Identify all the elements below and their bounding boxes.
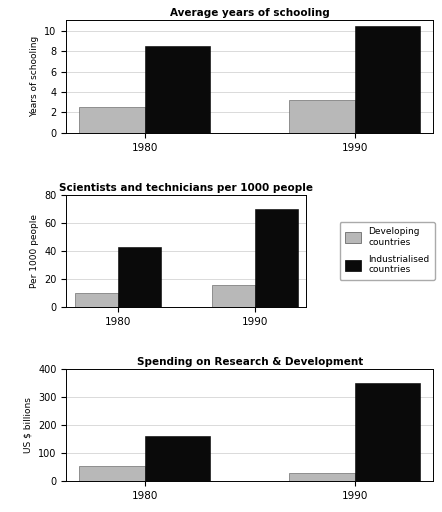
Y-axis label: Per 1000 people: Per 1000 people [30,214,38,288]
Bar [212,285,255,307]
Title: Spending on Research & Development: Spending on Research & Development [137,357,363,367]
Bar [80,466,145,481]
Title: Average years of schooling: Average years of schooling [170,8,330,18]
Y-axis label: US $ billions: US $ billions [23,397,33,453]
Bar [255,209,298,307]
Bar [354,383,420,481]
Y-axis label: Years of schooling: Years of schooling [30,36,39,117]
Bar [289,100,354,133]
Bar [80,108,145,133]
Title: Scientists and technicians per 1000 people: Scientists and technicians per 1000 peop… [59,182,313,193]
Legend: Developing
countries, Industrialised
countries: Developing countries, Industrialised cou… [339,222,435,280]
Bar [145,436,210,481]
Bar [145,46,210,133]
Bar [289,474,354,481]
Bar [75,293,118,307]
Bar [118,247,160,307]
Bar [354,26,420,133]
